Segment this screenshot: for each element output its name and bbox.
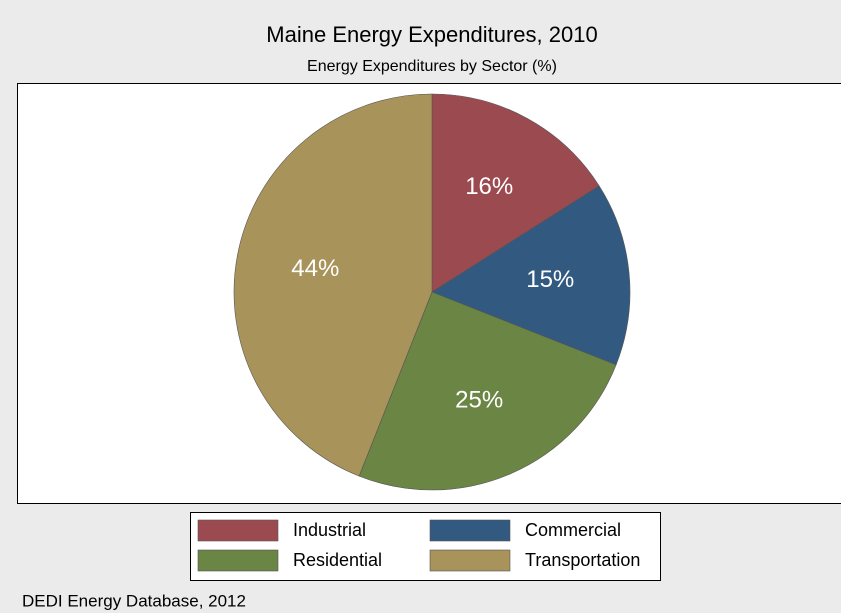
pie-slice: [233, 93, 433, 477]
legend-label: Commercial: [525, 520, 621, 540]
legend-label: Transportation: [525, 550, 640, 570]
legend-label: Industrial: [293, 520, 366, 540]
legend-swatch: [429, 549, 511, 572]
source-note: DEDI Energy Database, 2012: [22, 591, 246, 610]
value-label: 44%: [291, 255, 339, 282]
value-label: 16%: [465, 173, 513, 200]
legend-swatch: [197, 549, 279, 572]
value-label: 15%: [526, 266, 574, 293]
value-label: 25%: [455, 386, 503, 413]
legend-swatch: [197, 519, 279, 542]
pie-slice: [358, 291, 617, 491]
legend-label: Residential: [293, 550, 382, 570]
chart-title: Maine Energy Expenditures, 2010: [266, 22, 597, 47]
legend-swatch: [429, 519, 511, 542]
chart-subtitle: Energy Expenditures by Sector (%): [307, 58, 557, 75]
pie-slice: [431, 93, 600, 293]
pie-slice: [431, 185, 631, 366]
